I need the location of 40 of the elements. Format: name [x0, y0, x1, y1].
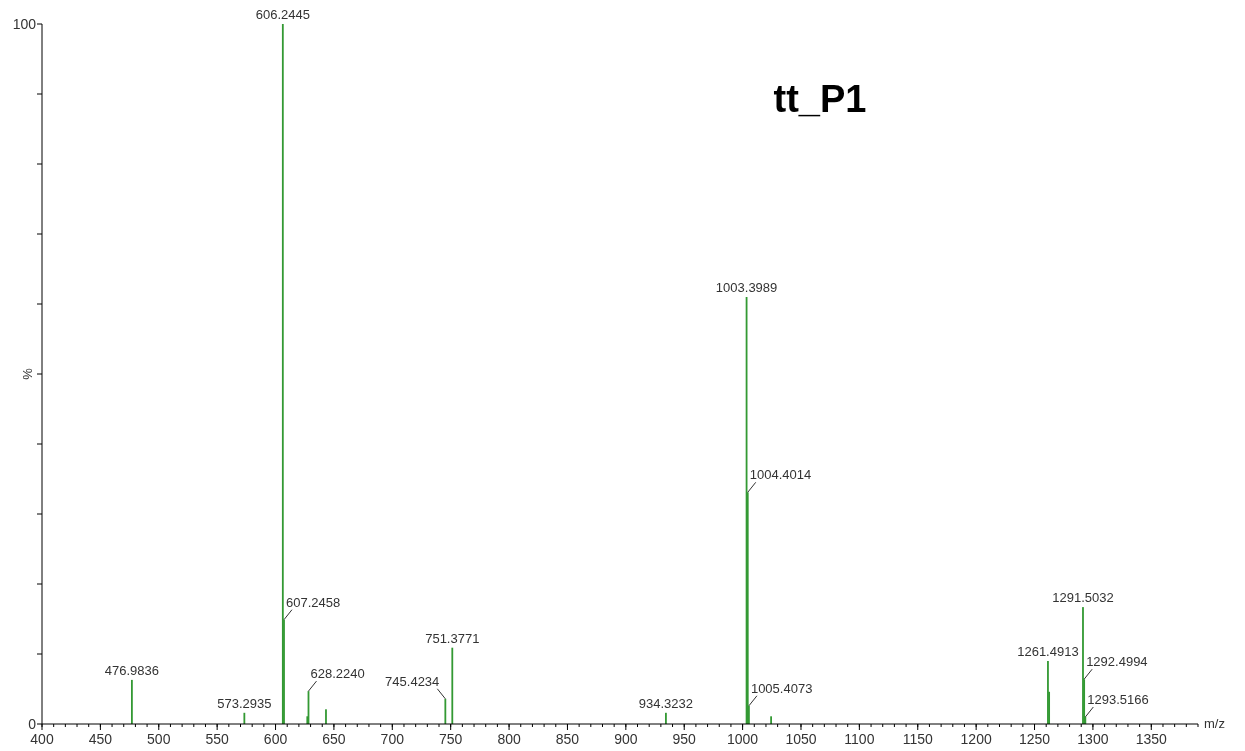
- annotation: 1004.4014: [749, 467, 812, 483]
- x-tick-label: 700: [380, 731, 405, 747]
- x-tick-label: 600: [263, 731, 288, 747]
- x-tick-label: 1250: [1018, 731, 1051, 747]
- x-tick-label: 800: [497, 731, 521, 747]
- x-tick-label: 550: [205, 731, 230, 747]
- x-tick-label: 1000: [727, 731, 759, 747]
- annotation: 607.2458: [286, 594, 341, 610]
- x-tick-label: 750: [439, 731, 463, 747]
- annotation: 573.2935: [217, 695, 272, 711]
- annotation: 1005.4073: [750, 680, 813, 696]
- annotation: 1003.3989: [715, 280, 778, 295]
- x-tick-label: 650: [322, 731, 346, 747]
- x-tick-label: 1050: [785, 731, 817, 747]
- annotation: 751.3771: [425, 630, 480, 646]
- x-tick-label: 1200: [960, 731, 992, 747]
- x-tick-label: 1350: [1135, 731, 1168, 747]
- annotation: 1293.5166: [1087, 692, 1149, 707]
- annotation: 745.4234: [385, 673, 440, 689]
- x-axis-title: m/z: [1204, 716, 1225, 731]
- annotation: 1292.4994: [1086, 654, 1148, 670]
- annotation: 1261.4913: [1017, 644, 1079, 659]
- y-tick-label: 100: [12, 16, 37, 32]
- x-tick-label: 450: [88, 731, 113, 747]
- x-tick-label: 850: [555, 731, 580, 747]
- annotation: 1291.5032: [1052, 590, 1114, 606]
- x-tick-label: 500: [147, 731, 171, 747]
- x-tick-label: 1300: [1077, 731, 1109, 747]
- x-tick-label: 1100: [844, 731, 875, 747]
- y-axis-title: %: [20, 367, 35, 380]
- x-tick-label: 400: [30, 731, 54, 747]
- annotation: 606.2445: [255, 7, 310, 22]
- x-tick-label: 950: [672, 731, 697, 747]
- text: tt_P1: [773, 78, 867, 120]
- x-tick-label: 1150: [902, 731, 934, 747]
- y-tick-label: 0: [28, 716, 37, 732]
- annotation: 628.2240: [310, 666, 365, 682]
- x-tick-label: 900: [614, 731, 638, 747]
- annotation: 476.9836: [104, 662, 160, 678]
- annotation: 934.3232: [638, 695, 694, 711]
